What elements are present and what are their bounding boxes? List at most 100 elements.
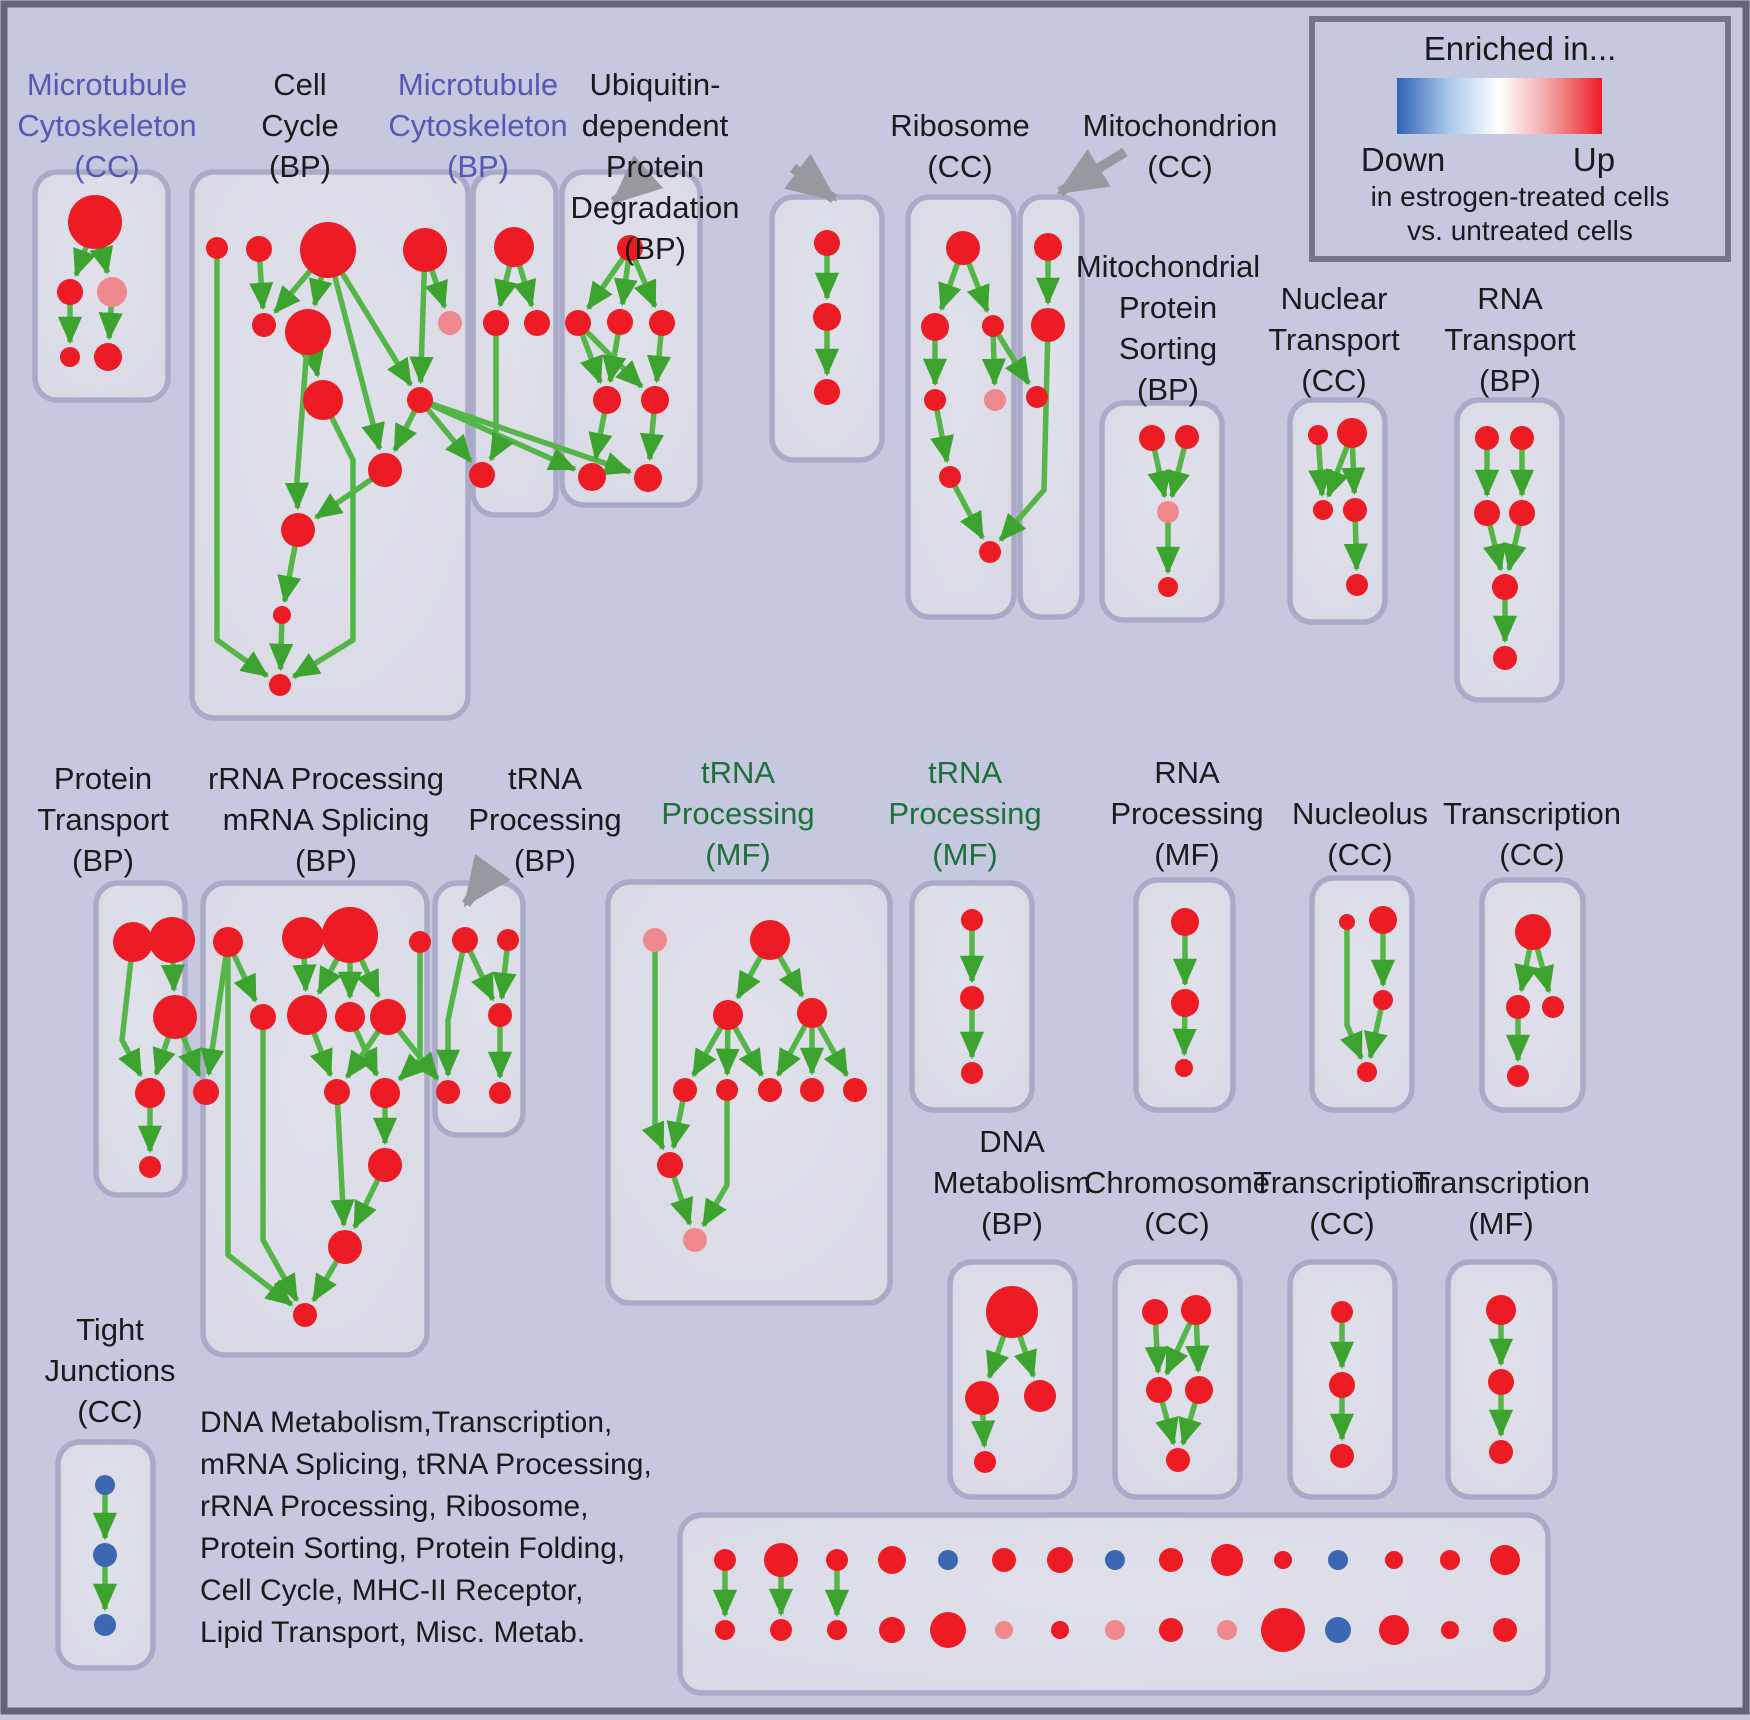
go-term-node-J3	[94, 1614, 116, 1636]
go-term-node-G11	[683, 1228, 707, 1252]
go-term-node-P2	[149, 917, 195, 963]
relation-edge-Q1-Q9	[200, 941, 231, 1077]
go-term-node-B2	[246, 236, 272, 262]
go-term-node-Q5	[250, 1004, 276, 1030]
go-term-node-T5	[1346, 574, 1368, 596]
go-term-node-TW2	[497, 929, 519, 951]
go-term-node-B6	[285, 309, 331, 355]
go-term-node-S3	[1157, 501, 1179, 523]
go-term-node-D1	[986, 1286, 1038, 1338]
relation-edge-B9-M4	[417, 398, 473, 463]
go-term-node-M1	[494, 227, 534, 267]
legend-down-label: Down	[1361, 141, 1445, 178]
relation-edge-L1-L4	[1340, 922, 1364, 1061]
go-term-node-B11	[281, 513, 315, 547]
go-term-node-P1	[113, 922, 153, 962]
go-term-node-Q7	[335, 1002, 365, 1032]
go-term-node-TC1	[1331, 1301, 1353, 1323]
go-term-node-P3	[153, 995, 197, 1039]
go-term-node-V3	[814, 379, 840, 405]
go-term-node-QE	[293, 1303, 317, 1327]
category-label-8: RNA Transport (BP)	[1444, 281, 1576, 398]
go-term-node-G10	[657, 1152, 683, 1178]
relation-edge-R3-MT3	[990, 324, 1031, 386]
go-term-node-T1	[1308, 425, 1328, 445]
legend-subline-2: vs. untreated cells	[1407, 215, 1633, 246]
go-term-node-T4	[1343, 498, 1367, 522]
category-label-6: Mitochondrial Protein Sorting (BP)	[1076, 249, 1260, 407]
go-term-node-K1	[1171, 908, 1199, 936]
go-term-node-G2	[750, 920, 790, 960]
go-term-node-bb9	[1159, 1618, 1183, 1642]
go-term-node-H3	[961, 1062, 983, 1084]
go-term-node-bt2	[764, 1543, 798, 1577]
go-term-node-B1	[206, 237, 228, 259]
go-term-node-Q6	[287, 995, 327, 1035]
go-term-node-bb7	[1051, 1621, 1069, 1639]
relation-edge-B8-B13	[291, 398, 356, 679]
go-term-node-B5	[252, 313, 276, 337]
label-pointer-arrow-3	[461, 853, 511, 908]
category-label-1: Cell Cycle (BP)	[261, 67, 339, 184]
category-label-21: Tight Junctions (CC)	[45, 1312, 176, 1429]
go-term-node-C1	[1142, 1299, 1168, 1325]
go-term-node-C3	[1146, 1377, 1172, 1403]
category-label-5: Mitochondrion (CC)	[1083, 108, 1278, 184]
category-label-4: Ribosome (CC)	[890, 108, 1030, 184]
go-term-node-U8	[634, 464, 662, 492]
label-pointer-arrow-2	[1056, 147, 1128, 197]
go-term-node-R1	[946, 231, 980, 265]
go-term-node-bt1	[714, 1549, 736, 1571]
go-term-node-MT3	[1026, 386, 1048, 408]
go-term-node-TW3	[488, 1003, 512, 1027]
go-term-node-R4	[924, 389, 946, 411]
go-term-node-P4	[135, 1078, 165, 1108]
go-term-node-bt7	[1047, 1547, 1073, 1573]
category-label-11: tRNA Processing (BP)	[468, 761, 621, 878]
go-term-node-B7	[438, 311, 462, 335]
go-term-node-bb4	[879, 1617, 905, 1643]
go-term-node-T3	[1313, 500, 1333, 520]
relation-edge-B12-B13	[269, 614, 294, 672]
go-term-node-bb14	[1441, 1621, 1459, 1639]
go-term-node-A1	[68, 195, 122, 249]
category-label-18: Chromosome (CC)	[1084, 1165, 1270, 1241]
go-term-node-T2	[1337, 418, 1367, 448]
go-term-node-Q2	[282, 917, 324, 959]
go-term-node-D4	[974, 1451, 996, 1473]
go-term-node-G1	[643, 928, 667, 952]
category-label-12: tRNA Processing (MF)	[661, 755, 814, 872]
go-term-node-bb5	[930, 1612, 966, 1648]
go-term-node-bb11	[1261, 1608, 1305, 1652]
relation-edge-R6-R7	[947, 475, 985, 540]
go-term-node-MT1	[1034, 233, 1062, 261]
go-term-node-bb2	[770, 1619, 792, 1641]
go-term-node-X1	[1515, 914, 1551, 950]
go-term-node-V1	[814, 230, 840, 256]
go-term-node-G4	[797, 998, 827, 1028]
go-term-node-QA	[324, 1079, 350, 1105]
go-term-node-U6	[641, 386, 669, 414]
go-term-node-L1	[1339, 914, 1355, 930]
label-pointer-arrow-1	[784, 153, 838, 203]
go-term-node-bt3	[826, 1549, 848, 1571]
go-term-node-M3	[524, 310, 550, 336]
go-term-node-K2	[1171, 989, 1199, 1017]
go-term-node-TW1	[452, 927, 478, 953]
go-term-node-Q9	[193, 1079, 219, 1105]
go-term-node-B8	[303, 380, 343, 420]
go-term-node-U7	[578, 463, 606, 491]
go-term-node-bt9	[1159, 1548, 1183, 1572]
go-term-node-J2	[93, 1543, 117, 1567]
category-label-17: DNA Metabolism (BP)	[933, 1124, 1092, 1241]
category-label-3: Ubiquitin-dependent Protein Degradation (BP…	[571, 67, 740, 266]
go-term-node-MT2	[1031, 308, 1065, 342]
go-term-node-A5	[94, 343, 122, 371]
relation-edge-TW1-TW4	[435, 939, 468, 1078]
go-term-node-W2	[1510, 426, 1534, 450]
category-label-0: Microtubule Cytoskeleton (CC)	[17, 67, 196, 184]
go-term-node-TM3	[1489, 1440, 1513, 1464]
